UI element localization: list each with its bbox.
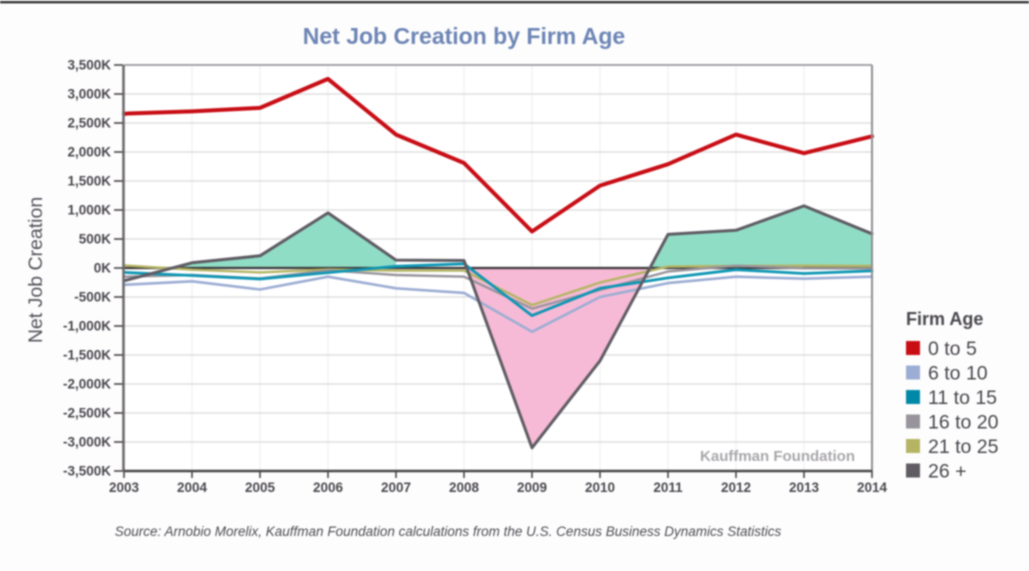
svg-text:2006: 2006 [313, 480, 344, 495]
svg-text:3,500K: 3,500K [67, 58, 111, 73]
svg-text:21 to 25: 21 to 25 [928, 436, 999, 458]
svg-text:2,500K: 2,500K [67, 116, 111, 131]
svg-text:2007: 2007 [381, 480, 411, 495]
svg-text:-500K: -500K [74, 290, 111, 305]
svg-text:2,000K: 2,000K [67, 145, 111, 160]
svg-text:6 to 10: 6 to 10 [928, 363, 988, 385]
svg-text:Net Job Creation: Net Job Creation [25, 197, 47, 343]
svg-text:2010: 2010 [585, 480, 615, 495]
svg-text:1,500K: 1,500K [67, 174, 111, 189]
svg-text:2014: 2014 [857, 480, 888, 495]
svg-text:2003: 2003 [109, 480, 140, 495]
svg-text:26 +: 26 + [928, 461, 967, 483]
svg-text:16 to 20: 16 to 20 [928, 412, 999, 434]
svg-text:2012: 2012 [721, 480, 751, 495]
svg-text:2008: 2008 [449, 480, 480, 495]
svg-text:1,000K: 1,000K [67, 203, 111, 218]
svg-text:-3,500K: -3,500K [63, 464, 111, 479]
svg-text:Firm Age: Firm Age [906, 309, 983, 329]
svg-text:3,000K: 3,000K [67, 87, 111, 102]
svg-text:-2,000K: -2,000K [63, 377, 111, 392]
svg-text:2011: 2011 [653, 480, 683, 495]
svg-text:11 to 15: 11 to 15 [928, 387, 997, 409]
svg-text:2005: 2005 [245, 480, 276, 495]
svg-text:2009: 2009 [517, 480, 547, 495]
svg-text:-1,000K: -1,000K [63, 319, 111, 334]
svg-text:2013: 2013 [789, 480, 820, 495]
svg-text:2004: 2004 [177, 480, 208, 495]
svg-text:500K: 500K [79, 232, 112, 247]
svg-text:Source: Arnobio Morelix, Kauff: Source: Arnobio Morelix, Kauffman Founda… [115, 524, 782, 539]
svg-text:-1,500K: -1,500K [63, 348, 111, 363]
svg-text:Kauffman Foundation: Kauffman Foundation [700, 448, 855, 465]
svg-text:Net Job Creation by Firm Age: Net Job Creation by Firm Age [303, 23, 625, 49]
svg-text:0K: 0K [94, 261, 112, 276]
svg-text:-2,500K: -2,500K [63, 406, 111, 421]
svg-text:0 to 5: 0 to 5 [928, 338, 977, 360]
svg-text:-3,000K: -3,000K [63, 435, 111, 450]
